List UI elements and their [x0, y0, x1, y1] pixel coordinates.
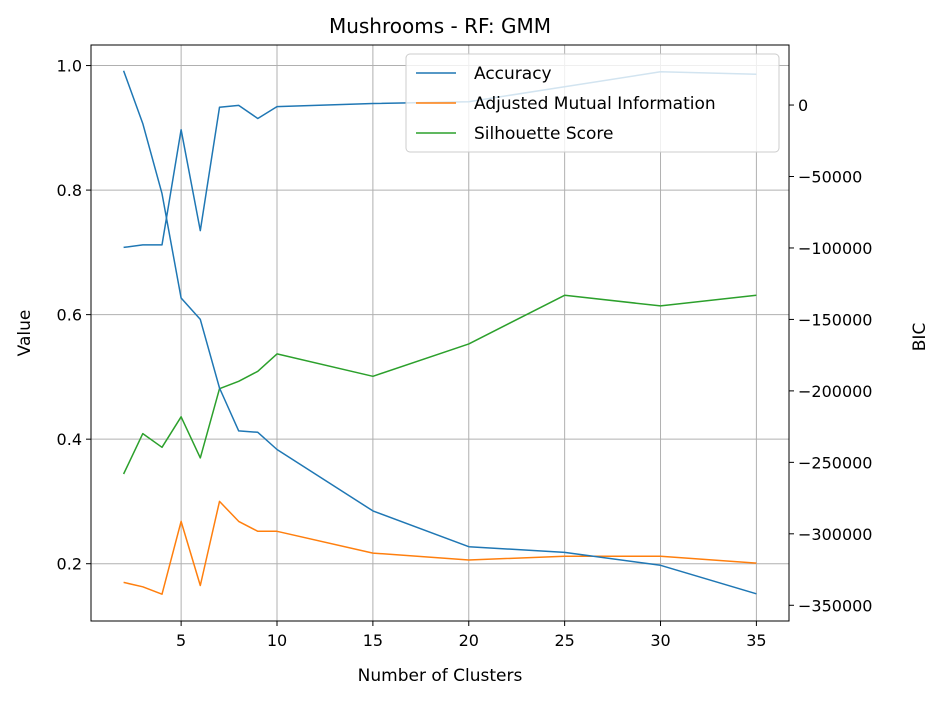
adjusted-mutual-information-line — [123, 500, 757, 595]
y2-tick-label: −300000 — [798, 525, 872, 544]
y-tick-label: 0.6 — [57, 306, 82, 325]
y-axis-left: 0.2 0.4 0.6 0.8 1.0 — [57, 57, 91, 574]
y2-tick-label: −250000 — [798, 453, 872, 472]
y2-tick-label: −150000 — [798, 310, 872, 329]
legend-label-accuracy: Accuracy — [474, 64, 552, 84]
grid — [91, 45, 789, 621]
y-tick-label: 0.4 — [57, 430, 82, 449]
bic-line — [122, 70, 757, 595]
legend: Accuracy Adjusted Mutual Information Silho… — [405, 53, 780, 153]
legend-label-adjusted-mutual-information: Adjusted Mutual Information — [474, 94, 716, 114]
x-axis: 5 10 15 20 25 30 35 — [176, 621, 767, 650]
y-tick-label: 0.8 — [57, 181, 82, 200]
x-tick-label: 15 — [363, 631, 383, 650]
x-axis-label: Number of Clusters — [358, 666, 523, 686]
legend-box — [405, 53, 780, 153]
legend-label-silhouette-score: Silhouette Score — [474, 124, 613, 144]
y2-tick-label: −200000 — [798, 382, 872, 401]
plot-frame — [90, 44, 790, 622]
y-tick-label: 0.2 — [57, 555, 82, 574]
y2-tick-label: −350000 — [798, 596, 872, 615]
y2-tick-label: −50000 — [798, 167, 862, 186]
y-tick-label: 1.0 — [57, 57, 82, 76]
x-tick-label: 25 — [554, 631, 574, 650]
x-tick-label: 10 — [267, 631, 287, 650]
x-tick-label: 30 — [650, 631, 670, 650]
x-tick-label: 5 — [176, 631, 186, 650]
y2-tick-label: 0 — [798, 96, 808, 115]
silhouette-score-line — [122, 294, 757, 475]
x-tick-label: 35 — [746, 631, 766, 650]
chart-title: Mushrooms - RF: GMM — [329, 14, 551, 38]
y2-axis-label: BIC — [910, 323, 930, 352]
x-tick-label: 20 — [459, 631, 479, 650]
y-axis-label: Value — [15, 310, 35, 357]
y2-tick-label: −100000 — [798, 239, 872, 258]
y-axis-right: 0 −50000 −100000 −150000 −200000 −250000 −3000… — [789, 96, 872, 615]
